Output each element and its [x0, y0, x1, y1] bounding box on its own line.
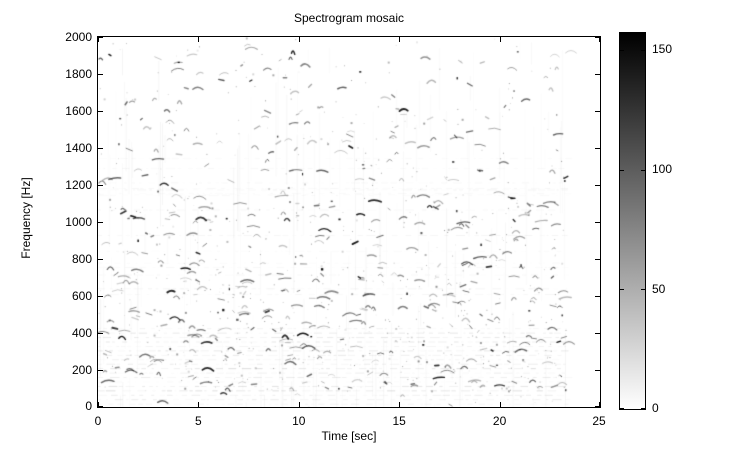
y-tick-mark	[595, 37, 600, 38]
y-tick-mark	[98, 296, 103, 297]
x-tick-mark	[399, 37, 401, 42]
y-tick-label: 1800	[65, 66, 92, 81]
colorbar-tick-mark	[641, 408, 645, 409]
y-tick-mark	[595, 111, 600, 112]
colorbar-tick-mark	[641, 289, 645, 291]
colorbar-tick-mark	[641, 49, 645, 51]
y-tick-mark	[98, 406, 103, 407]
x-tick-mark	[298, 37, 300, 42]
chart-title: Spectrogram mosaic	[293, 11, 405, 25]
y-tick-label: 0	[85, 398, 92, 413]
colorbar-tick-label: 100	[652, 162, 673, 176]
y-tick-mark	[98, 37, 103, 38]
y-axis-label: Frequency [Hz]	[19, 177, 33, 259]
x-tick-mark	[98, 402, 99, 407]
colorbar	[619, 32, 646, 410]
y-tick-mark	[98, 222, 103, 223]
y-tick-label: 1600	[65, 103, 92, 118]
x-tick-mark	[499, 402, 501, 407]
x-tick-mark	[198, 37, 200, 42]
x-tick-label: 10	[292, 414, 306, 428]
colorbar-tick-mark	[620, 408, 624, 409]
x-tick-mark	[499, 37, 501, 42]
y-tick-mark	[595, 222, 600, 223]
x-tick-label: 5	[195, 414, 202, 428]
y-tick-label: 2000	[65, 29, 92, 44]
colorbar-tick-mark	[620, 49, 624, 51]
colorbar-tick-label: 150	[652, 42, 673, 57]
x-tick-mark	[599, 37, 600, 42]
x-tick-label: 15	[392, 414, 406, 428]
y-tick-label: 1000	[65, 214, 92, 229]
y-tick-mark	[98, 370, 103, 371]
y-tick-mark	[98, 148, 103, 149]
colorbar-tick-mark	[620, 169, 624, 171]
y-tick-mark	[595, 406, 600, 407]
x-tick-mark	[399, 402, 401, 407]
y-tick-mark	[595, 370, 600, 371]
y-tick-mark	[98, 111, 103, 112]
y-tick-label: 600	[71, 288, 92, 303]
colorbar-tick-mark	[620, 289, 624, 291]
y-tick-mark	[595, 296, 600, 297]
y-tick-label: 800	[71, 251, 92, 266]
y-tick-mark	[98, 333, 103, 334]
x-tick-label: 0	[94, 414, 102, 428]
colorbar-tick-label: 0	[652, 400, 659, 415]
x-tick-mark	[198, 402, 200, 407]
y-tick-mark	[595, 185, 600, 186]
x-tick-mark	[298, 402, 300, 407]
colorbar-ticks	[620, 33, 645, 409]
x-tick-mark	[98, 37, 99, 42]
y-tick-label: 1200	[65, 177, 92, 192]
y-tick-mark	[98, 185, 103, 186]
x-tick-mark	[599, 402, 600, 407]
y-tick-mark	[98, 259, 103, 260]
colorbar-tick-label: 50	[652, 281, 666, 296]
y-tick-label: 1400	[65, 140, 92, 155]
x-axis-label: Time [sec]	[321, 429, 377, 443]
plot-area	[97, 36, 601, 408]
y-tick-mark	[98, 74, 103, 75]
y-tick-mark	[595, 148, 600, 149]
y-tick-mark	[595, 259, 600, 260]
x-tick-label: 20	[492, 414, 507, 428]
spectrogram-canvas	[98, 37, 600, 407]
colorbar-tick-mark	[641, 169, 645, 171]
y-tick-label: 400	[71, 325, 92, 340]
x-tick-label: 25	[592, 414, 606, 428]
y-tick-mark	[595, 74, 600, 75]
y-tick-mark	[595, 333, 600, 334]
y-tick-label: 200	[71, 362, 92, 377]
